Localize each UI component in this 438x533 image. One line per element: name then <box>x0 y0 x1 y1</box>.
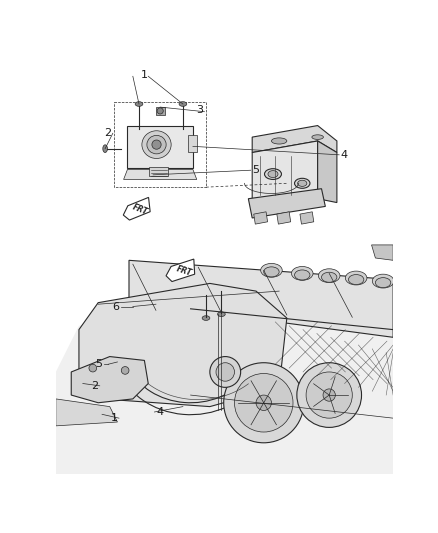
Text: FRT: FRT <box>176 264 194 278</box>
Ellipse shape <box>179 102 187 106</box>
Polygon shape <box>124 169 197 180</box>
Ellipse shape <box>152 140 161 149</box>
Circle shape <box>306 372 352 418</box>
Ellipse shape <box>294 270 310 280</box>
Ellipse shape <box>321 272 337 282</box>
Circle shape <box>89 364 97 372</box>
Ellipse shape <box>268 171 278 177</box>
Polygon shape <box>79 284 287 407</box>
Polygon shape <box>300 212 314 224</box>
Ellipse shape <box>264 267 279 277</box>
Polygon shape <box>124 197 150 220</box>
Polygon shape <box>129 260 393 337</box>
Polygon shape <box>166 259 194 281</box>
Circle shape <box>121 367 129 374</box>
Polygon shape <box>71 357 148 403</box>
Text: 3: 3 <box>197 105 204 115</box>
Bar <box>113 102 206 187</box>
Text: 1: 1 <box>110 413 117 423</box>
Circle shape <box>323 389 336 401</box>
Bar <box>187 135 197 152</box>
Polygon shape <box>318 141 337 203</box>
Ellipse shape <box>265 168 282 180</box>
Ellipse shape <box>147 135 166 154</box>
Ellipse shape <box>218 312 225 317</box>
Ellipse shape <box>135 102 143 106</box>
Ellipse shape <box>349 274 364 285</box>
Ellipse shape <box>142 131 171 158</box>
Ellipse shape <box>346 271 367 285</box>
Text: FRT: FRT <box>131 203 150 216</box>
Bar <box>149 167 169 176</box>
Ellipse shape <box>261 263 282 277</box>
Text: 2: 2 <box>91 381 98 391</box>
Text: 4: 4 <box>341 150 348 160</box>
Polygon shape <box>56 303 393 474</box>
Ellipse shape <box>272 138 287 144</box>
Circle shape <box>224 363 304 443</box>
Polygon shape <box>56 399 117 426</box>
Text: 5: 5 <box>252 165 259 175</box>
Circle shape <box>157 108 163 114</box>
Polygon shape <box>371 245 393 260</box>
Circle shape <box>234 374 293 432</box>
Ellipse shape <box>298 180 307 187</box>
Circle shape <box>210 357 240 387</box>
Ellipse shape <box>318 269 340 282</box>
Circle shape <box>256 395 272 410</box>
Polygon shape <box>252 126 337 152</box>
Text: 5: 5 <box>95 359 102 369</box>
Text: 4: 4 <box>156 407 163 417</box>
Ellipse shape <box>294 179 310 188</box>
Text: 1: 1 <box>141 70 148 80</box>
Ellipse shape <box>291 266 313 280</box>
Ellipse shape <box>312 135 323 140</box>
Bar <box>127 126 193 168</box>
Polygon shape <box>252 141 318 210</box>
Bar <box>155 107 165 115</box>
Polygon shape <box>248 189 325 218</box>
Polygon shape <box>277 212 291 224</box>
Text: 2: 2 <box>104 128 111 138</box>
Circle shape <box>216 363 234 381</box>
Ellipse shape <box>375 278 391 288</box>
Ellipse shape <box>372 274 394 288</box>
Ellipse shape <box>103 145 107 152</box>
Ellipse shape <box>202 316 210 320</box>
Text: 6: 6 <box>112 302 119 311</box>
Polygon shape <box>254 212 268 224</box>
Circle shape <box>297 363 361 427</box>
